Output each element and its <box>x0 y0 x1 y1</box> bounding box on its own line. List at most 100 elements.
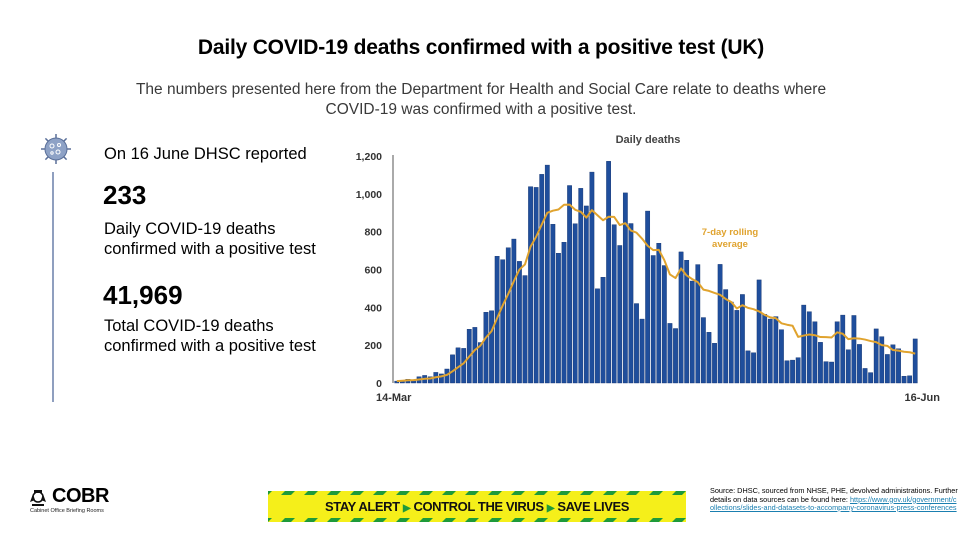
banner-stripe <box>557 518 571 522</box>
bar-daily-deaths <box>533 187 539 384</box>
banner-stripe <box>442 491 456 495</box>
banner-stripe <box>268 491 272 495</box>
bar-daily-deaths <box>611 224 617 384</box>
bar-daily-deaths <box>701 317 706 384</box>
bar-daily-deaths <box>712 343 717 384</box>
banner-stripe <box>396 491 410 495</box>
bar-daily-deaths <box>595 288 600 384</box>
bar-daily-deaths <box>901 375 907 384</box>
bar-daily-deaths <box>556 253 561 384</box>
banner-stripe <box>672 518 686 522</box>
bar-daily-deaths <box>896 348 901 384</box>
total-deaths-value: 41,969 <box>103 280 183 310</box>
stay-alert-banner: STAY ALERT ▶ CONTROL THE VIRUS ▶ SAVE LI… <box>268 491 686 522</box>
banner-stripe <box>649 491 663 495</box>
banner-stripe <box>268 518 272 522</box>
bar-daily-deaths <box>511 238 517 384</box>
bar-daily-deaths <box>868 372 873 384</box>
virus-icon <box>41 134 71 164</box>
bar-daily-deaths <box>728 301 734 384</box>
bar-daily-deaths <box>784 360 790 384</box>
y-tick-label: 600 <box>364 265 382 277</box>
banner-stripe <box>465 518 479 522</box>
bar-daily-deaths <box>572 223 578 384</box>
x-start-label: 14-Mar <box>376 392 412 404</box>
banner-stripe <box>281 518 295 522</box>
bar-daily-deaths <box>734 310 740 384</box>
banner-stripe <box>557 491 571 495</box>
bar-daily-deaths <box>762 314 768 384</box>
bar-daily-deaths <box>617 245 623 384</box>
banner-stripe <box>419 518 433 522</box>
y-tick-label: 200 <box>364 340 382 352</box>
bar-daily-deaths <box>606 161 611 384</box>
page-subtitle: The numbers presented here from the Depa… <box>135 81 827 118</box>
banner-stripe <box>672 491 686 495</box>
bar-daily-deaths <box>829 361 834 384</box>
source-text: Source: DHSC, sourced from NHSE, PHE, de… <box>710 486 958 504</box>
y-tick-label: 1,200 <box>356 151 382 163</box>
bar-daily-deaths <box>439 373 444 384</box>
daily-deaths-description: Daily COVID-19 deaths confirmed with a p… <box>104 220 316 258</box>
bar-daily-deaths <box>689 280 695 384</box>
bar-daily-deaths <box>472 327 478 384</box>
bar-daily-deaths <box>628 223 634 384</box>
bar-daily-deaths <box>589 171 595 384</box>
y-tick-label: 800 <box>364 227 382 239</box>
bar-daily-deaths <box>767 318 773 384</box>
bar-daily-deaths <box>812 321 818 384</box>
bar-daily-deaths <box>801 304 807 384</box>
bar-daily-deaths <box>790 359 795 384</box>
bar-daily-deaths <box>673 328 678 384</box>
banner-stripe <box>304 491 318 495</box>
bar-daily-deaths <box>695 264 701 384</box>
bar-daily-deaths <box>600 277 606 384</box>
rolling-average-label: 7-day rolling <box>702 227 759 238</box>
bar-daily-deaths <box>723 289 729 384</box>
bar-daily-deaths <box>550 224 556 384</box>
bar-daily-deaths <box>661 265 667 384</box>
banner-stripe <box>626 491 640 495</box>
chevron-right-icon: ▶ <box>546 503 555 514</box>
bar-daily-deaths <box>862 368 868 384</box>
bar-daily-deaths <box>845 349 851 384</box>
bar-daily-deaths <box>461 348 467 384</box>
source-note: Source: DHSC, sourced from NHSE, PHE, de… <box>710 486 960 513</box>
banner-stripe <box>327 491 341 495</box>
chart-title: Daily deaths <box>616 134 681 146</box>
y-tick-label: 1,000 <box>356 189 382 201</box>
banner-stripe <box>534 518 548 522</box>
bar-daily-deaths <box>751 352 756 384</box>
banner-stripe <box>350 518 364 522</box>
banner-stripes <box>268 491 686 522</box>
banner-stripe <box>511 518 525 522</box>
banner-stripe <box>350 491 364 495</box>
bar-daily-deaths <box>851 315 857 384</box>
bar-daily-deaths <box>622 192 628 384</box>
cobr-logo-subtitle: Cabinet Office Briefing Rooms <box>30 508 104 514</box>
royal-crest-icon <box>30 490 46 506</box>
banner-stripe <box>626 518 640 522</box>
rolling-average-label-2: average <box>712 239 748 250</box>
bar-daily-deaths <box>745 350 751 384</box>
bar-daily-deaths <box>394 380 400 384</box>
bar-daily-deaths <box>583 205 589 384</box>
bar-daily-deaths <box>823 361 829 384</box>
source-link[interactable]: https://www.gov.uk/government/collection… <box>710 494 957 512</box>
banner-stripe <box>488 518 502 522</box>
bar-daily-deaths <box>639 318 645 384</box>
banner-stripe <box>419 491 433 495</box>
bar-daily-deaths <box>544 164 550 384</box>
bar-daily-deaths <box>840 314 846 384</box>
reported-line: On 16 June DHSC reported <box>104 145 307 163</box>
banner-stripe <box>281 491 295 495</box>
banner-stripe <box>603 491 617 495</box>
banner-part-2: CONTROL THE VIRUS <box>413 499 544 514</box>
banner-stripe <box>488 491 502 495</box>
bar-daily-deaths <box>489 310 494 384</box>
timeline-divider <box>52 172 54 402</box>
bar-daily-deaths <box>539 174 545 384</box>
banner-stripe <box>396 518 410 522</box>
bar-daily-deaths <box>890 344 896 384</box>
bar-daily-deaths <box>561 242 567 384</box>
